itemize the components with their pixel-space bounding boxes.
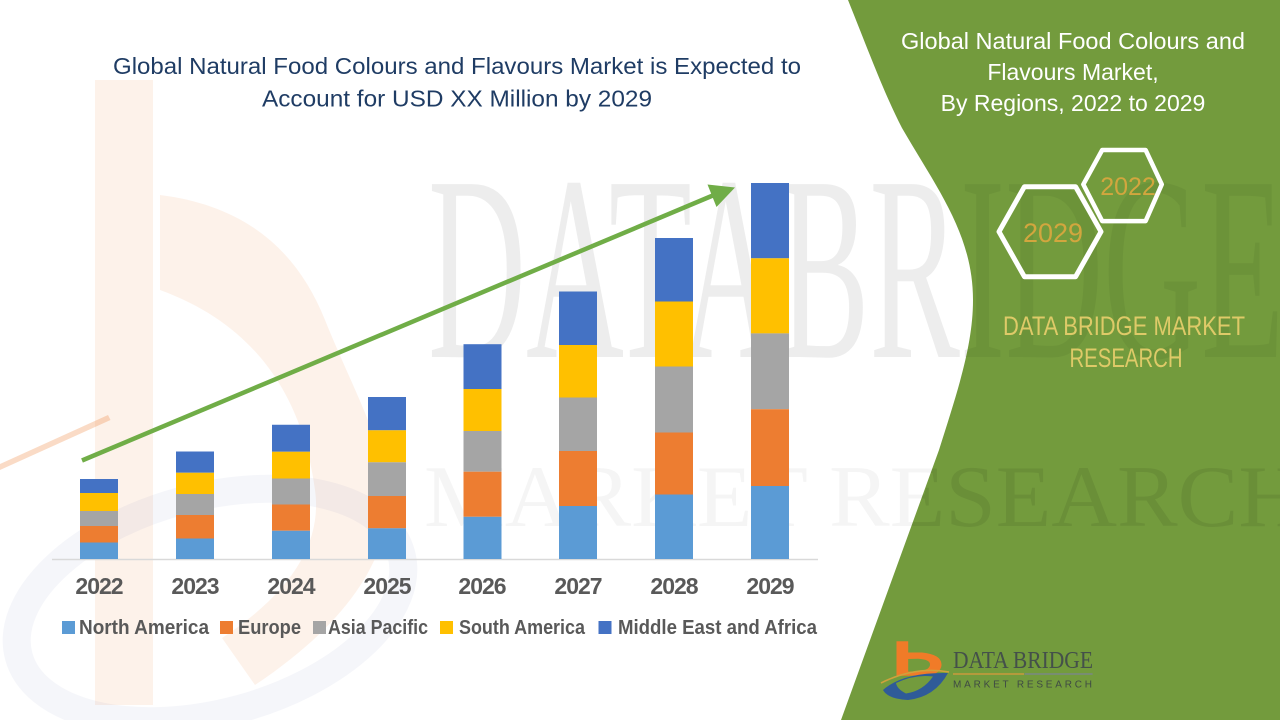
svg-text:2023: 2023 [171,573,218,599]
svg-text:2029: 2029 [746,573,793,599]
svg-text:Asia Pacific: Asia Pacific [328,617,428,639]
svg-text:North America: North America [79,617,210,639]
svg-text:RESEARCH: RESEARCH [1070,343,1183,373]
svg-text:2024: 2024 [267,573,315,599]
svg-text:Account for USD XX Million by: Account for USD XX Million by 2029 [262,86,652,112]
svg-text:By Regions, 2022 to 2029: By Regions, 2022 to 2029 [941,90,1206,116]
svg-text:Global Natural Food Colours an: Global Natural Food Colours and [901,28,1245,54]
svg-text:Global Natural Food Colours an: Global Natural Food Colours and Flavours… [113,53,801,79]
svg-text:2026: 2026 [458,573,505,599]
svg-text:2027: 2027 [554,573,601,599]
svg-text:2025: 2025 [363,573,411,599]
svg-text:MARKET RESEARCH: MARKET RESEARCH [953,680,1092,691]
svg-text:2028: 2028 [650,573,698,599]
svg-text:2029: 2029 [1023,218,1083,248]
svg-text:Middle East and Africa: Middle East and Africa [618,617,818,639]
svg-text:DATA BRIDGE: DATA BRIDGE [953,648,1093,674]
svg-text:Europe: Europe [238,617,301,639]
svg-text:DATA BRIDGE MARKET: DATA BRIDGE MARKET [1003,311,1245,341]
svg-text:DATABRIDGE: DATABRIDGE [428,123,1280,415]
svg-text:Flavours Market,: Flavours Market, [987,59,1158,85]
svg-text:South America: South America [459,617,586,639]
svg-text:2022: 2022 [75,573,122,599]
svg-text:2022: 2022 [1100,173,1156,201]
svg-text:MARKET RESEARCH: MARKET RESEARCH [424,449,1280,546]
